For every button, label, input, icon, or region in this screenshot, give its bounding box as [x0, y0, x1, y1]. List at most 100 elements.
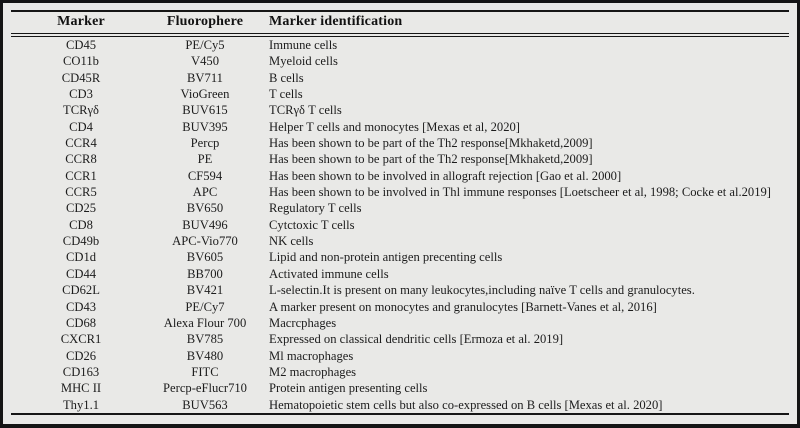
- marker-cell: CD3: [69, 87, 93, 102]
- identification-cell: Protein antigen presenting cells: [269, 381, 428, 396]
- fluorophore-cell: BV785: [186, 332, 224, 347]
- marker-cell: CD45: [65, 38, 97, 52]
- fluorophore-cell: BV605: [186, 250, 224, 265]
- fluorophore-cell: BV650: [186, 201, 224, 216]
- fluorophore-cell: V450: [191, 54, 219, 69]
- identification-cell: TCRγδ T cells: [269, 103, 342, 118]
- identification-cell: Macrcphages: [269, 315, 337, 330]
- marker-cell: MHC II: [60, 381, 102, 396]
- fluorophore-cell: FITC: [191, 364, 219, 379]
- table-row: CO11b V450 Myeloid cells: [11, 53, 789, 69]
- fluorophore-cell: BV480: [186, 348, 224, 363]
- table-row: CD3 VioGreen T cells: [11, 86, 789, 102]
- marker-cell: CCR4: [65, 136, 97, 151]
- fluorophore-cell: APC-Vio770: [172, 234, 238, 249]
- marker-cell: CD44: [65, 266, 97, 281]
- identification-cell: B cells: [269, 70, 304, 85]
- fluorophore-cell: PE/Cy7: [185, 299, 225, 314]
- identification-cell: Lipid and non-protein antigen precenting…: [269, 250, 503, 265]
- fluorophore-cell: PE/Cy5: [185, 38, 225, 52]
- marker-cell: CD45R: [61, 70, 101, 85]
- marker-cell: CO11b: [63, 54, 99, 69]
- identification-cell: T cells: [269, 87, 303, 102]
- identification-cell: Has been shown to be involved in allogra…: [269, 168, 622, 183]
- table-row: CD45R BV711 B cells: [11, 70, 789, 86]
- table-wrapper: Marker Fluorophere Marker identification…: [3, 3, 797, 424]
- marker-cell: CD43: [65, 299, 97, 314]
- identification-cell: Helper T cells and monocytes [Mexas et a…: [269, 119, 520, 134]
- marker-cell: CD62L: [62, 283, 100, 298]
- marker-cell: CD68: [65, 315, 97, 330]
- table-row: CD163 FITC M2 macrophages: [11, 364, 789, 380]
- table-row: CD4 BUV395 Helper T cells and monocytes [M…: [11, 119, 789, 135]
- fluorophore-cell: Alexa Flour 700: [163, 315, 247, 330]
- marker-cell: CXCR1: [60, 332, 102, 347]
- table-row: CD68 Alexa Flour 700 Macrcphages: [11, 315, 789, 331]
- identification-cell: Cytctoxic T cells: [269, 217, 355, 232]
- fluorophore-cell: Percp-eFlucr710: [163, 381, 247, 396]
- marker-cell: CD8: [69, 217, 93, 232]
- identification-cell: Has been shown to be involved in Thl imm…: [269, 185, 771, 200]
- table-row: CXCR1 BV785 Expressed on classical dendrit…: [11, 331, 789, 347]
- identification-cell: Expressed on classical dendritic cells […: [269, 332, 564, 347]
- fluorophore-cell: BUV395: [182, 119, 228, 134]
- marker-cell: CD4: [69, 119, 93, 134]
- marker-cell: CCR1: [65, 168, 97, 183]
- identification-cell: A marker present on monocytes and granul…: [269, 299, 657, 314]
- fluorophore-cell: APC: [192, 185, 218, 200]
- fluorophore-cell: BUV496: [182, 217, 228, 232]
- marker-cell: Thy1.1: [62, 397, 100, 412]
- fluorophore-cell: PE: [197, 152, 213, 167]
- marker-cell: CCR5: [65, 185, 97, 200]
- marker-cell: CD25: [65, 201, 97, 216]
- marker-cell: CCR8: [65, 152, 97, 167]
- identification-cell: Has been shown to be part of the Th2 res…: [269, 136, 593, 151]
- fluorophore-cell: BUV615: [182, 103, 228, 118]
- identification-cell: Immune cells: [269, 38, 338, 52]
- table-row: CD45 PE/Cy5 Immune cells: [11, 35, 789, 53]
- table-row: CD49b APC-Vio770 NK cells: [11, 233, 789, 249]
- identification-cell: Hematopoietic stem cells but also co-exp…: [269, 397, 663, 412]
- table-row: CD8 BUV496 Cytctoxic T cells: [11, 217, 789, 233]
- identification-cell: Regulatory T cells: [269, 201, 362, 216]
- fluorophore-cell: BV421: [186, 283, 224, 298]
- marker-cell: CD49b: [62, 234, 100, 249]
- identification-cell: Activated immune cells: [269, 266, 389, 281]
- table-row: CD1d BV605 Lipid and non-protein antigen p…: [11, 249, 789, 265]
- identification-cell: M2 macrophages: [269, 364, 357, 379]
- marker-fluorophore-table: Marker Fluorophere Marker identification…: [11, 10, 789, 415]
- column-header-marker: Marker: [11, 11, 151, 37]
- fluorophore-cell: BB700: [187, 266, 223, 281]
- identification-cell: Has been shown to be part of the Th2 res…: [269, 152, 593, 167]
- column-header-marker-identification: Marker identification: [259, 11, 789, 37]
- table-row: CCR8 PE Has been shown to be part of the T…: [11, 151, 789, 167]
- table-row: CD62L BV421 L-selectin.It is present on ma…: [11, 282, 789, 298]
- marker-cell: CD26: [65, 348, 97, 363]
- table-row: TCRγδ BUV615 TCRγδ T cells: [11, 102, 789, 118]
- table-row: MHC II Percp-eFlucr710 Protein antigen pre…: [11, 380, 789, 396]
- fluorophore-cell: Percp: [190, 136, 220, 151]
- table-row: CCR4 Percp Has been shown to be part of th…: [11, 135, 789, 151]
- table-row: CCR5 APC Has been shown to be involved in …: [11, 184, 789, 200]
- table-row: CCR1 CF594 Has been shown to be involved i…: [11, 168, 789, 184]
- identification-cell: Myeloid cells: [269, 54, 338, 69]
- table-row: Thy1.1 BUV563 Hematopoietic stem cells but…: [11, 397, 789, 414]
- header-row: Marker Fluorophere Marker identification: [11, 11, 789, 37]
- fluorophore-cell: BV711: [187, 70, 223, 85]
- column-header-fluorophere: Fluorophere: [151, 11, 259, 37]
- table-row: CD44 BB700 Activated immune cells: [11, 266, 789, 282]
- fluorophore-cell: CF594: [187, 168, 223, 183]
- identification-cell: Ml macrophages: [269, 348, 354, 363]
- fluorophore-cell: VioGreen: [180, 87, 230, 102]
- fluorophore-cell: BUV563: [182, 397, 228, 412]
- marker-cell: TCRγδ: [63, 103, 99, 118]
- table-header: Marker Fluorophere Marker identification: [11, 11, 789, 37]
- table-body: CD45 PE/Cy5 Immune cells CO11b V450 Myeloid c…: [11, 35, 789, 414]
- table-row: CD26 BV480 Ml macrophages: [11, 348, 789, 364]
- marker-cell: CD1d: [65, 250, 97, 265]
- table-row: CD25 BV650 Regulatory T cells: [11, 200, 789, 216]
- marker-cell: CD163: [62, 364, 100, 379]
- identification-cell: NK cells: [269, 234, 314, 249]
- table-row: CD43 PE/Cy7 A marker present on monocytes …: [11, 299, 789, 315]
